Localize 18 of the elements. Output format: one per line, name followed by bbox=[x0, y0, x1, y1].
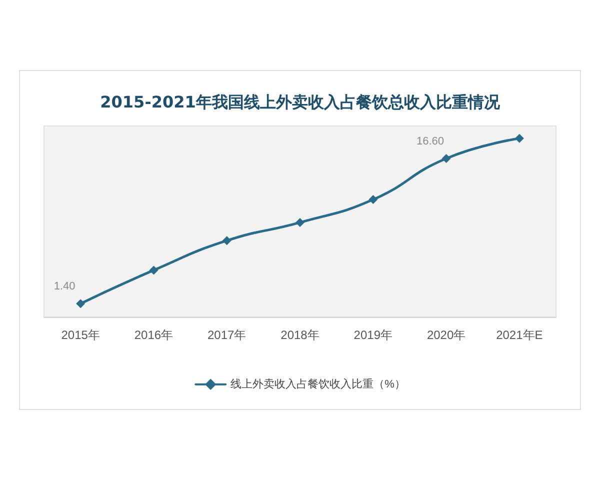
chart-title: 2015-2021年我国线上外卖收入占餐饮总收入比重情况 bbox=[100, 92, 501, 112]
point bbox=[76, 299, 86, 308]
point bbox=[296, 218, 304, 227]
data-label: 1.40 bbox=[54, 280, 76, 293]
x-tick-label: 2021年E bbox=[496, 328, 543, 342]
point bbox=[222, 236, 232, 246]
point bbox=[368, 195, 378, 204]
point bbox=[149, 266, 158, 275]
data-label: 16.60 bbox=[416, 135, 444, 148]
x-tick-label: 2016年 bbox=[134, 328, 174, 342]
x-tick-label: 2020年 bbox=[426, 328, 466, 342]
point bbox=[442, 154, 451, 163]
x-tick-label: 2015年 bbox=[61, 328, 100, 342]
x-tick-label: 2019年 bbox=[354, 328, 392, 342]
point bbox=[514, 134, 524, 143]
x-tick-label: 2018年 bbox=[280, 328, 320, 342]
x-tick-label: 2017年 bbox=[208, 328, 246, 342]
legend-label: 线上外卖收入占餐饮收入比重（%） bbox=[230, 377, 406, 390]
